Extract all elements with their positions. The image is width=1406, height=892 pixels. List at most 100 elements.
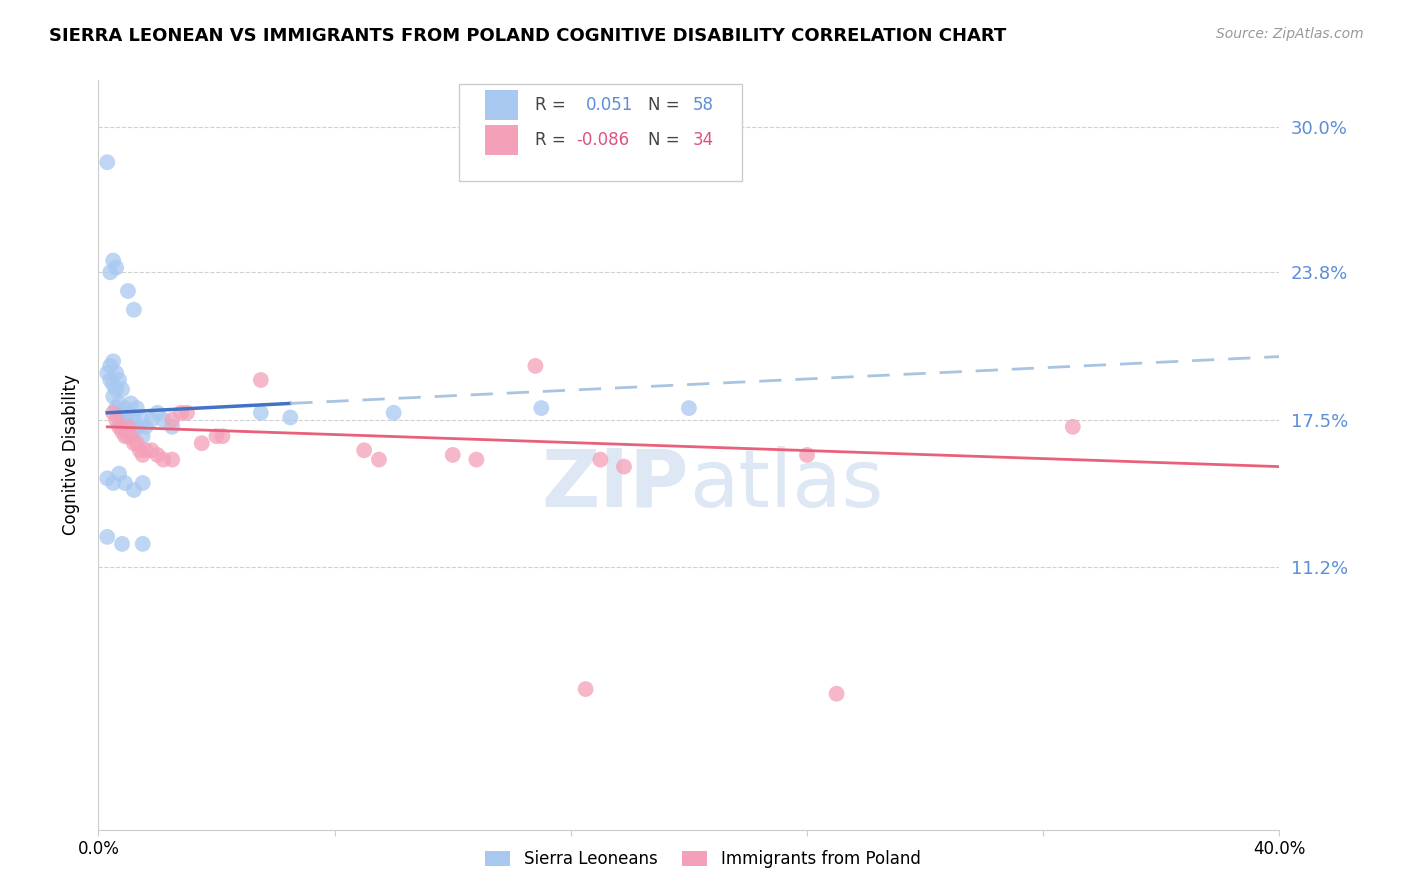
Point <box>524 359 547 373</box>
Legend: Sierra Leoneans, Immigrants from Poland: Sierra Leoneans, Immigrants from Poland <box>478 844 928 875</box>
Point <box>205 429 228 443</box>
Point <box>111 382 134 396</box>
Point <box>117 420 139 434</box>
Point <box>114 401 136 416</box>
Text: atlas: atlas <box>689 446 883 524</box>
Text: ZIP: ZIP <box>541 446 689 524</box>
Point <box>114 415 136 429</box>
Point <box>103 389 125 403</box>
Point <box>135 443 157 458</box>
Point <box>103 406 125 420</box>
Point <box>132 537 155 551</box>
Point <box>825 687 848 701</box>
Point <box>125 420 148 434</box>
Text: Source: ZipAtlas.com: Source: ZipAtlas.com <box>1216 27 1364 41</box>
Point <box>96 471 118 485</box>
Point <box>120 429 142 443</box>
Point <box>105 260 128 275</box>
Point <box>122 436 145 450</box>
Point <box>98 265 121 279</box>
Point <box>128 443 150 458</box>
Point <box>132 413 155 427</box>
Point <box>111 406 134 420</box>
Point <box>103 354 125 368</box>
Text: N =: N = <box>648 96 679 114</box>
Point <box>125 401 148 416</box>
Point <box>135 420 157 434</box>
Point <box>98 373 121 387</box>
Point <box>465 452 488 467</box>
Y-axis label: Cognitive Disability: Cognitive Disability <box>62 375 80 535</box>
Point <box>122 425 145 439</box>
Point <box>98 359 121 373</box>
Point <box>96 155 118 169</box>
Text: 58: 58 <box>693 96 713 114</box>
Point <box>120 413 142 427</box>
Point <box>796 448 818 462</box>
Point <box>117 420 139 434</box>
Point <box>162 413 183 427</box>
Point <box>280 410 302 425</box>
Text: 0.051: 0.051 <box>586 96 634 114</box>
Point <box>108 467 131 481</box>
Text: -0.086: -0.086 <box>576 131 630 149</box>
Text: N =: N = <box>648 131 679 149</box>
FancyBboxPatch shape <box>458 84 742 181</box>
Point <box>589 452 612 467</box>
Point <box>103 253 125 268</box>
Point <box>105 413 128 427</box>
Point <box>191 436 214 450</box>
Point <box>114 476 136 491</box>
Point <box>117 284 139 298</box>
Text: 34: 34 <box>693 131 714 149</box>
Point <box>132 448 155 462</box>
Point <box>105 366 128 380</box>
Point <box>108 420 131 434</box>
Point <box>1062 420 1084 434</box>
Text: SIERRA LEONEAN VS IMMIGRANTS FROM POLAND COGNITIVE DISABILITY CORRELATION CHART: SIERRA LEONEAN VS IMMIGRANTS FROM POLAND… <box>49 27 1007 45</box>
Point <box>152 413 174 427</box>
Point <box>441 448 464 462</box>
Point <box>120 396 142 410</box>
Point <box>368 452 391 467</box>
Point <box>103 377 125 392</box>
Point <box>141 413 163 427</box>
Point <box>122 483 145 497</box>
Point <box>250 406 273 420</box>
Point <box>108 410 131 425</box>
Point <box>146 448 169 462</box>
Point <box>117 429 139 443</box>
Point <box>111 425 134 439</box>
Point <box>103 476 125 491</box>
Text: R =: R = <box>536 131 567 149</box>
Point <box>382 406 405 420</box>
Point <box>152 452 174 467</box>
Point <box>132 429 155 443</box>
Bar <box>485 125 517 155</box>
Point <box>678 401 700 416</box>
Point <box>132 476 155 491</box>
Point <box>108 396 131 410</box>
Point <box>162 420 183 434</box>
Point <box>141 443 163 458</box>
Point <box>575 682 598 697</box>
Point <box>105 401 128 416</box>
Point <box>108 373 131 387</box>
Bar <box>485 90 517 120</box>
Text: R =: R = <box>536 96 567 114</box>
Point <box>530 401 553 416</box>
Point <box>162 452 183 467</box>
Point <box>146 406 169 420</box>
Point <box>117 406 139 420</box>
Point <box>613 459 636 474</box>
Point <box>114 429 136 443</box>
Point <box>125 436 148 450</box>
Point <box>105 382 128 396</box>
Point <box>250 373 273 387</box>
Point <box>96 366 118 380</box>
Point <box>122 302 145 317</box>
Point <box>170 406 193 420</box>
Point <box>211 429 233 443</box>
Point <box>353 443 375 458</box>
Point <box>176 406 198 420</box>
